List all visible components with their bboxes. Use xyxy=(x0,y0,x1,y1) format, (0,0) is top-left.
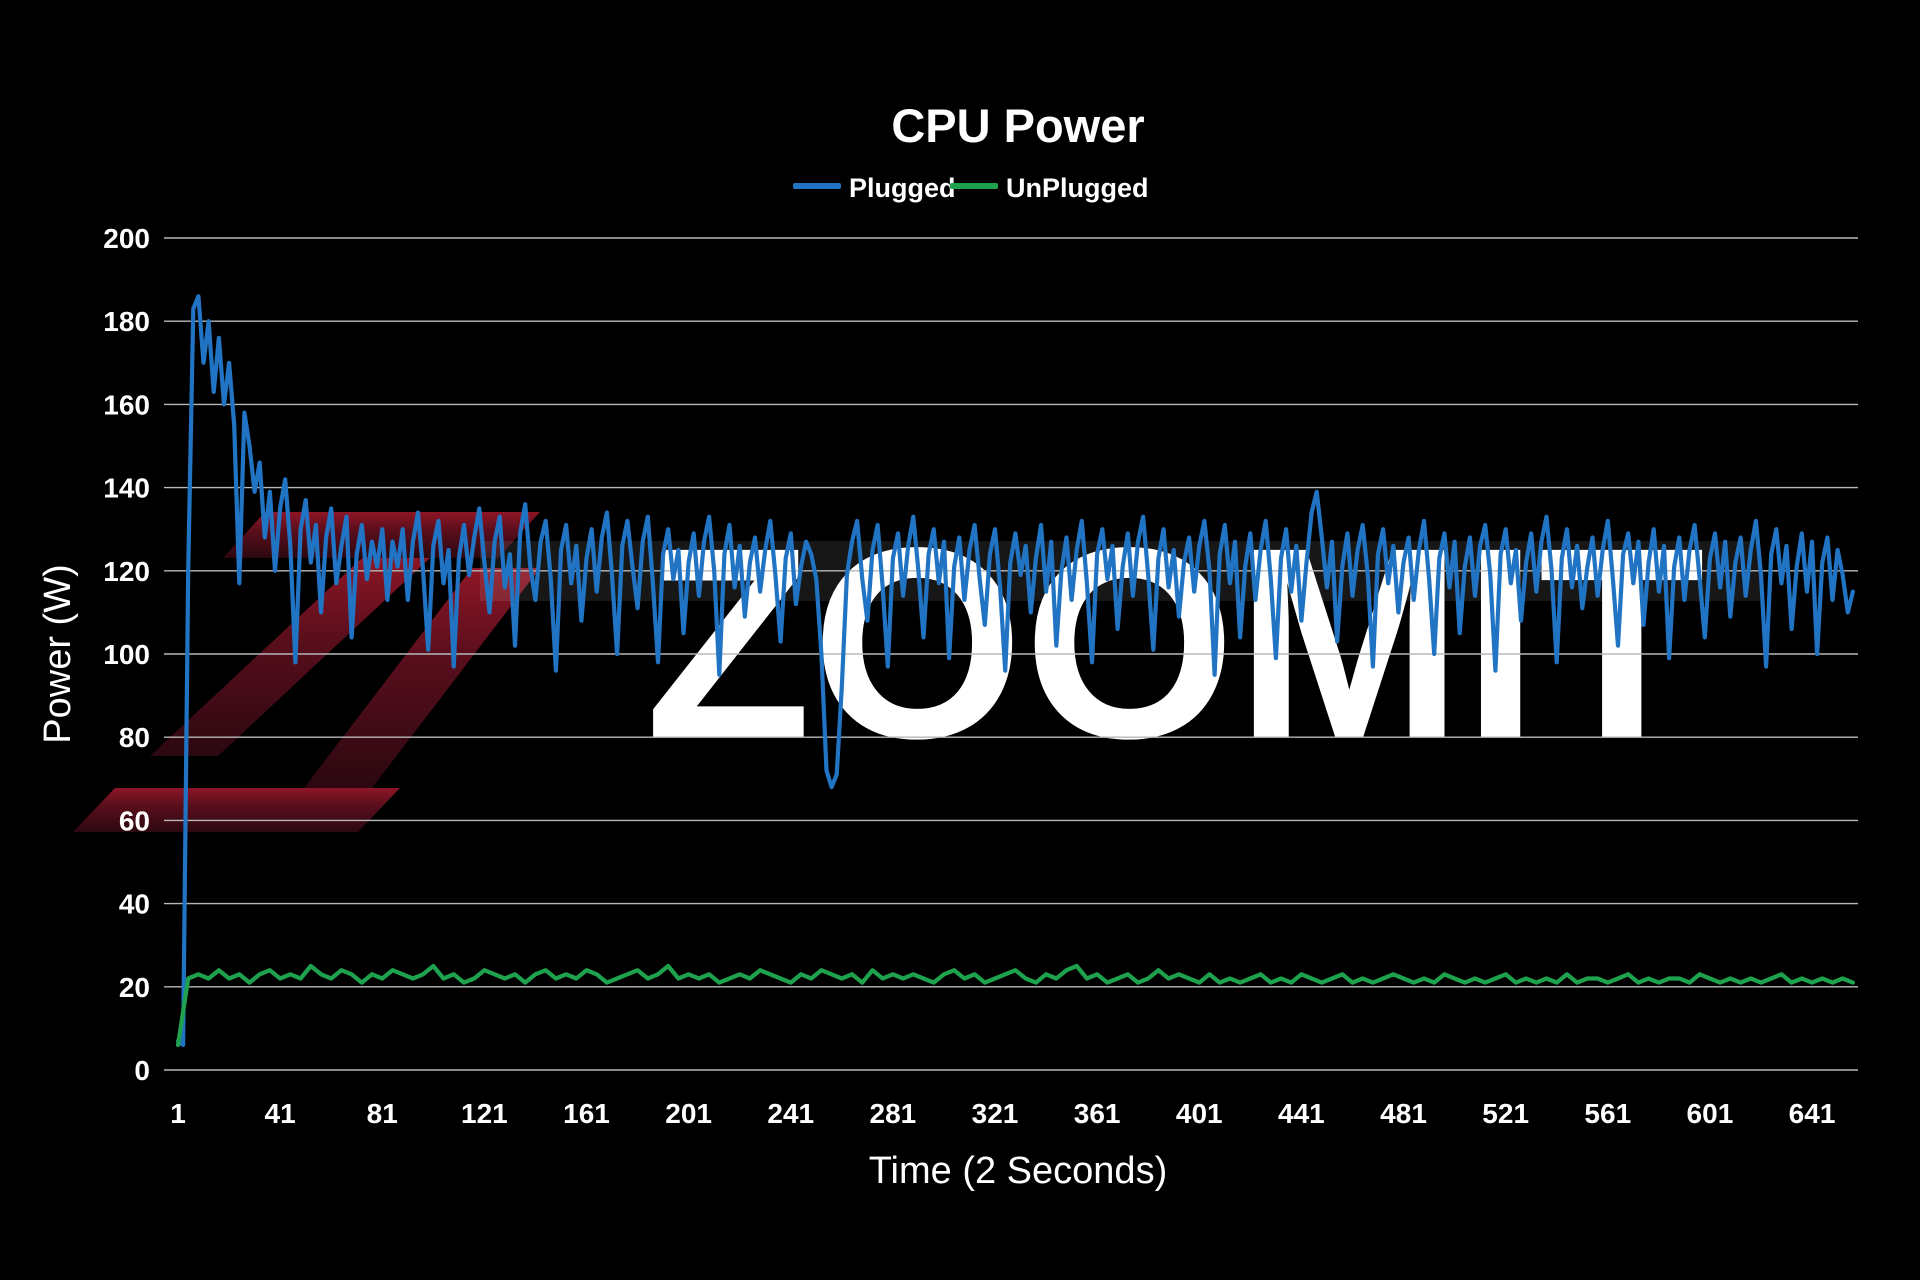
legend: Plugged UnPlugged xyxy=(793,173,1149,203)
x-tick-label: 601 xyxy=(1687,1098,1734,1129)
x-tick-label: 401 xyxy=(1176,1098,1223,1129)
data-series xyxy=(175,294,1856,1048)
y-tick-label: 160 xyxy=(103,389,150,420)
x-axis-title: Time (2 Seconds) xyxy=(869,1150,1167,1192)
x-tick-label: 241 xyxy=(767,1098,814,1129)
y-tick-label: 0 xyxy=(134,1055,150,1086)
x-tick-label: 521 xyxy=(1482,1098,1529,1129)
x-tick-label: 1 xyxy=(170,1098,186,1129)
y-tick-label: 60 xyxy=(119,805,150,836)
x-tick-label: 641 xyxy=(1789,1098,1836,1129)
y-tick-label: 200 xyxy=(103,223,150,254)
y-axis-tick-labels: 0 20 40 60 80 100 120 140 160 180 200 xyxy=(103,223,150,1086)
legend-item-unplugged: UnPlugged xyxy=(950,173,1149,203)
y-tick-label: 120 xyxy=(103,556,150,587)
y-tick-label: 40 xyxy=(119,889,150,920)
x-tick-label: 41 xyxy=(265,1098,296,1129)
y-tick-label: 20 xyxy=(119,972,150,1003)
x-axis-tick-labels: 1 41 81 121 161 201 241 281 321 361 401 441 481 521 56… xyxy=(170,1098,1835,1129)
x-tick-label: 81 xyxy=(367,1098,398,1129)
x-tick-label: 121 xyxy=(461,1098,508,1129)
legend-label-plugged: Plugged xyxy=(849,173,956,203)
x-tick-label: 361 xyxy=(1074,1098,1121,1129)
x-tick-label: 201 xyxy=(665,1098,712,1129)
x-tick-label: 561 xyxy=(1584,1098,1631,1129)
x-tick-label: 321 xyxy=(972,1098,1019,1129)
legend-swatch-plugged xyxy=(793,183,841,189)
x-tick-label: 441 xyxy=(1278,1098,1325,1129)
chart-title: CPU Power xyxy=(891,99,1144,152)
series-line-plugged xyxy=(175,294,1856,1048)
watermark-text: ZOOMIT xyxy=(645,491,1705,795)
y-tick-label: 140 xyxy=(103,473,150,504)
series-line-unplugged xyxy=(175,963,1856,1048)
gridlines xyxy=(164,237,1858,1071)
legend-label-unplugged: UnPlugged xyxy=(1006,173,1149,203)
x-tick-label: 481 xyxy=(1380,1098,1427,1129)
legend-swatch-unplugged xyxy=(950,183,998,189)
y-axis-title: Power (W) xyxy=(37,564,79,743)
y-tick-label: 100 xyxy=(103,639,150,670)
x-tick-label: 161 xyxy=(563,1098,610,1129)
y-tick-label: 80 xyxy=(119,722,150,753)
x-tick-label: 281 xyxy=(870,1098,917,1129)
y-tick-label: 180 xyxy=(103,306,150,337)
legend-item-plugged: Plugged xyxy=(793,173,956,203)
